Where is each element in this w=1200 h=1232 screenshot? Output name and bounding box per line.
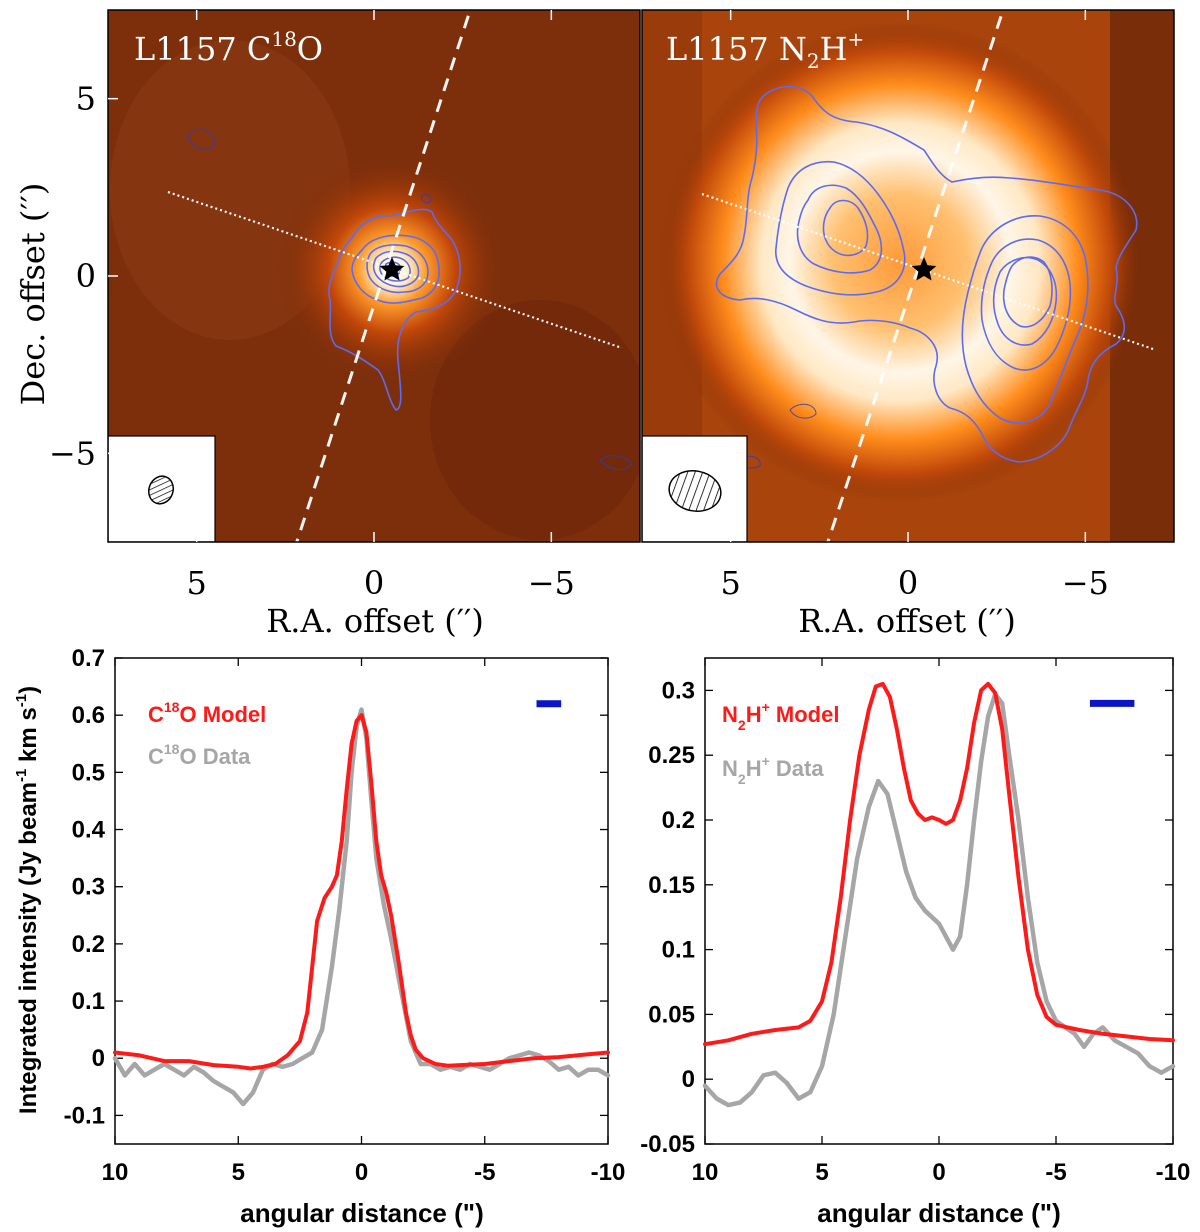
model-series-line <box>113 713 610 1071</box>
panel-n2h-xlabel: angular distance (") <box>817 1198 1060 1228</box>
panel-c18o-ylabel: Integrated intensity (Jy beam-1 km s-1) <box>13 686 42 1114</box>
legend-c18o-data: C18O Data <box>148 741 251 769</box>
data-series-line <box>112 707 611 1107</box>
y-tick-label: 0.2 <box>72 931 105 958</box>
beam-ellipse <box>147 475 175 505</box>
panel-n2h-title: L1157 N2H+ <box>666 27 864 73</box>
panel-c18o-xlabel: angular distance (") <box>240 1198 483 1228</box>
y-tick-label: 0 <box>682 1066 695 1093</box>
legend-n2h-model: N2H+ Model <box>722 699 839 733</box>
x-tick-label: −5 <box>1062 564 1109 602</box>
y-tick-label: 0 <box>92 1045 105 1072</box>
x-tick-label: 0 <box>364 564 384 602</box>
y-tick-label: −5 <box>49 434 96 472</box>
panel-c18o-xlabel: R.A. offset (′′) <box>266 602 484 640</box>
x-tick-label: -5 <box>1045 1159 1066 1186</box>
x-tick-label: -5 <box>474 1159 495 1186</box>
dashed-cut <box>826 10 1005 542</box>
y-tick-label: 0 <box>76 257 96 295</box>
y-tick-label: 0.6 <box>72 702 105 729</box>
x-tick-label: -10 <box>591 1159 626 1186</box>
y-tick-label: 0.1 <box>72 988 105 1015</box>
y-tick-label: 0.7 <box>72 645 105 672</box>
y-tick-label: 0.3 <box>662 677 695 704</box>
panel-c18o-map: L1157 C18O 5 0 −5 5 0 −5 R.A. offset (′′) Dec… <box>14 9 641 640</box>
protostar-star-icon <box>911 257 937 281</box>
x-tick-label: 10 <box>102 1159 129 1186</box>
x-tick-label: 5 <box>232 1159 245 1186</box>
data-series-line <box>702 692 1176 1108</box>
protostar-star-icon <box>379 257 405 281</box>
y-tick-label: 0.15 <box>648 872 695 899</box>
panel-n2h-xlabel: R.A. offset (′′) <box>798 602 1016 640</box>
y-tick-label: -0.1 <box>64 1102 105 1129</box>
panel-c18o-profile: 10 5 0 -5 -10 -0.1 0 0.1 0.2 0.3 0.4 0.5 0.6 0.7 C18O… <box>13 645 625 1228</box>
y-tick-label: 0.2 <box>662 807 695 834</box>
y-tick-label: 0.1 <box>662 937 695 964</box>
emission-ring <box>660 22 1140 502</box>
legend-n2h-data: N2H+ Data <box>722 753 824 787</box>
legend-c18o-model: C18O Model <box>148 699 266 727</box>
y-tick-label: -0.05 <box>640 1131 695 1158</box>
x-tick-label: 0 <box>355 1159 368 1186</box>
panel-n2h-map: L1157 N2H+ 5 0 −5 R.A. offset (′′) <box>641 9 1175 640</box>
beam-ellipse <box>668 470 722 512</box>
x-tick-label: -10 <box>1156 1159 1191 1186</box>
x-tick-label: −5 <box>528 564 575 602</box>
x-tick-label: 10 <box>692 1159 719 1186</box>
y-tick-label: 0.05 <box>648 1001 695 1028</box>
model-series-line <box>703 681 1175 1047</box>
x-tick-label: 5 <box>815 1159 828 1186</box>
y-tick-label: 0.3 <box>72 874 105 901</box>
x-tick-label: 0 <box>898 564 918 602</box>
y-tick-label: 0.25 <box>648 742 695 769</box>
x-tick-label: 5 <box>186 564 206 602</box>
panel-c18o-title: L1157 C18O <box>134 27 323 68</box>
dashed-cut <box>295 10 472 542</box>
x-tick-label: 5 <box>720 564 740 602</box>
y-tick-label: 5 <box>76 80 96 118</box>
y-tick-label: 0.5 <box>72 759 105 786</box>
panel-n2h-profile: 10 5 0 -5 -10 -0.05 0 0.05 0.1 0.15 0.2 0.25 0.3 N2H… <box>640 657 1191 1228</box>
y-tick-label: 0.4 <box>72 817 106 844</box>
x-tick-label: 0 <box>932 1159 945 1186</box>
panel-c18o-ylabel: Dec. offset (′′) <box>14 183 52 406</box>
